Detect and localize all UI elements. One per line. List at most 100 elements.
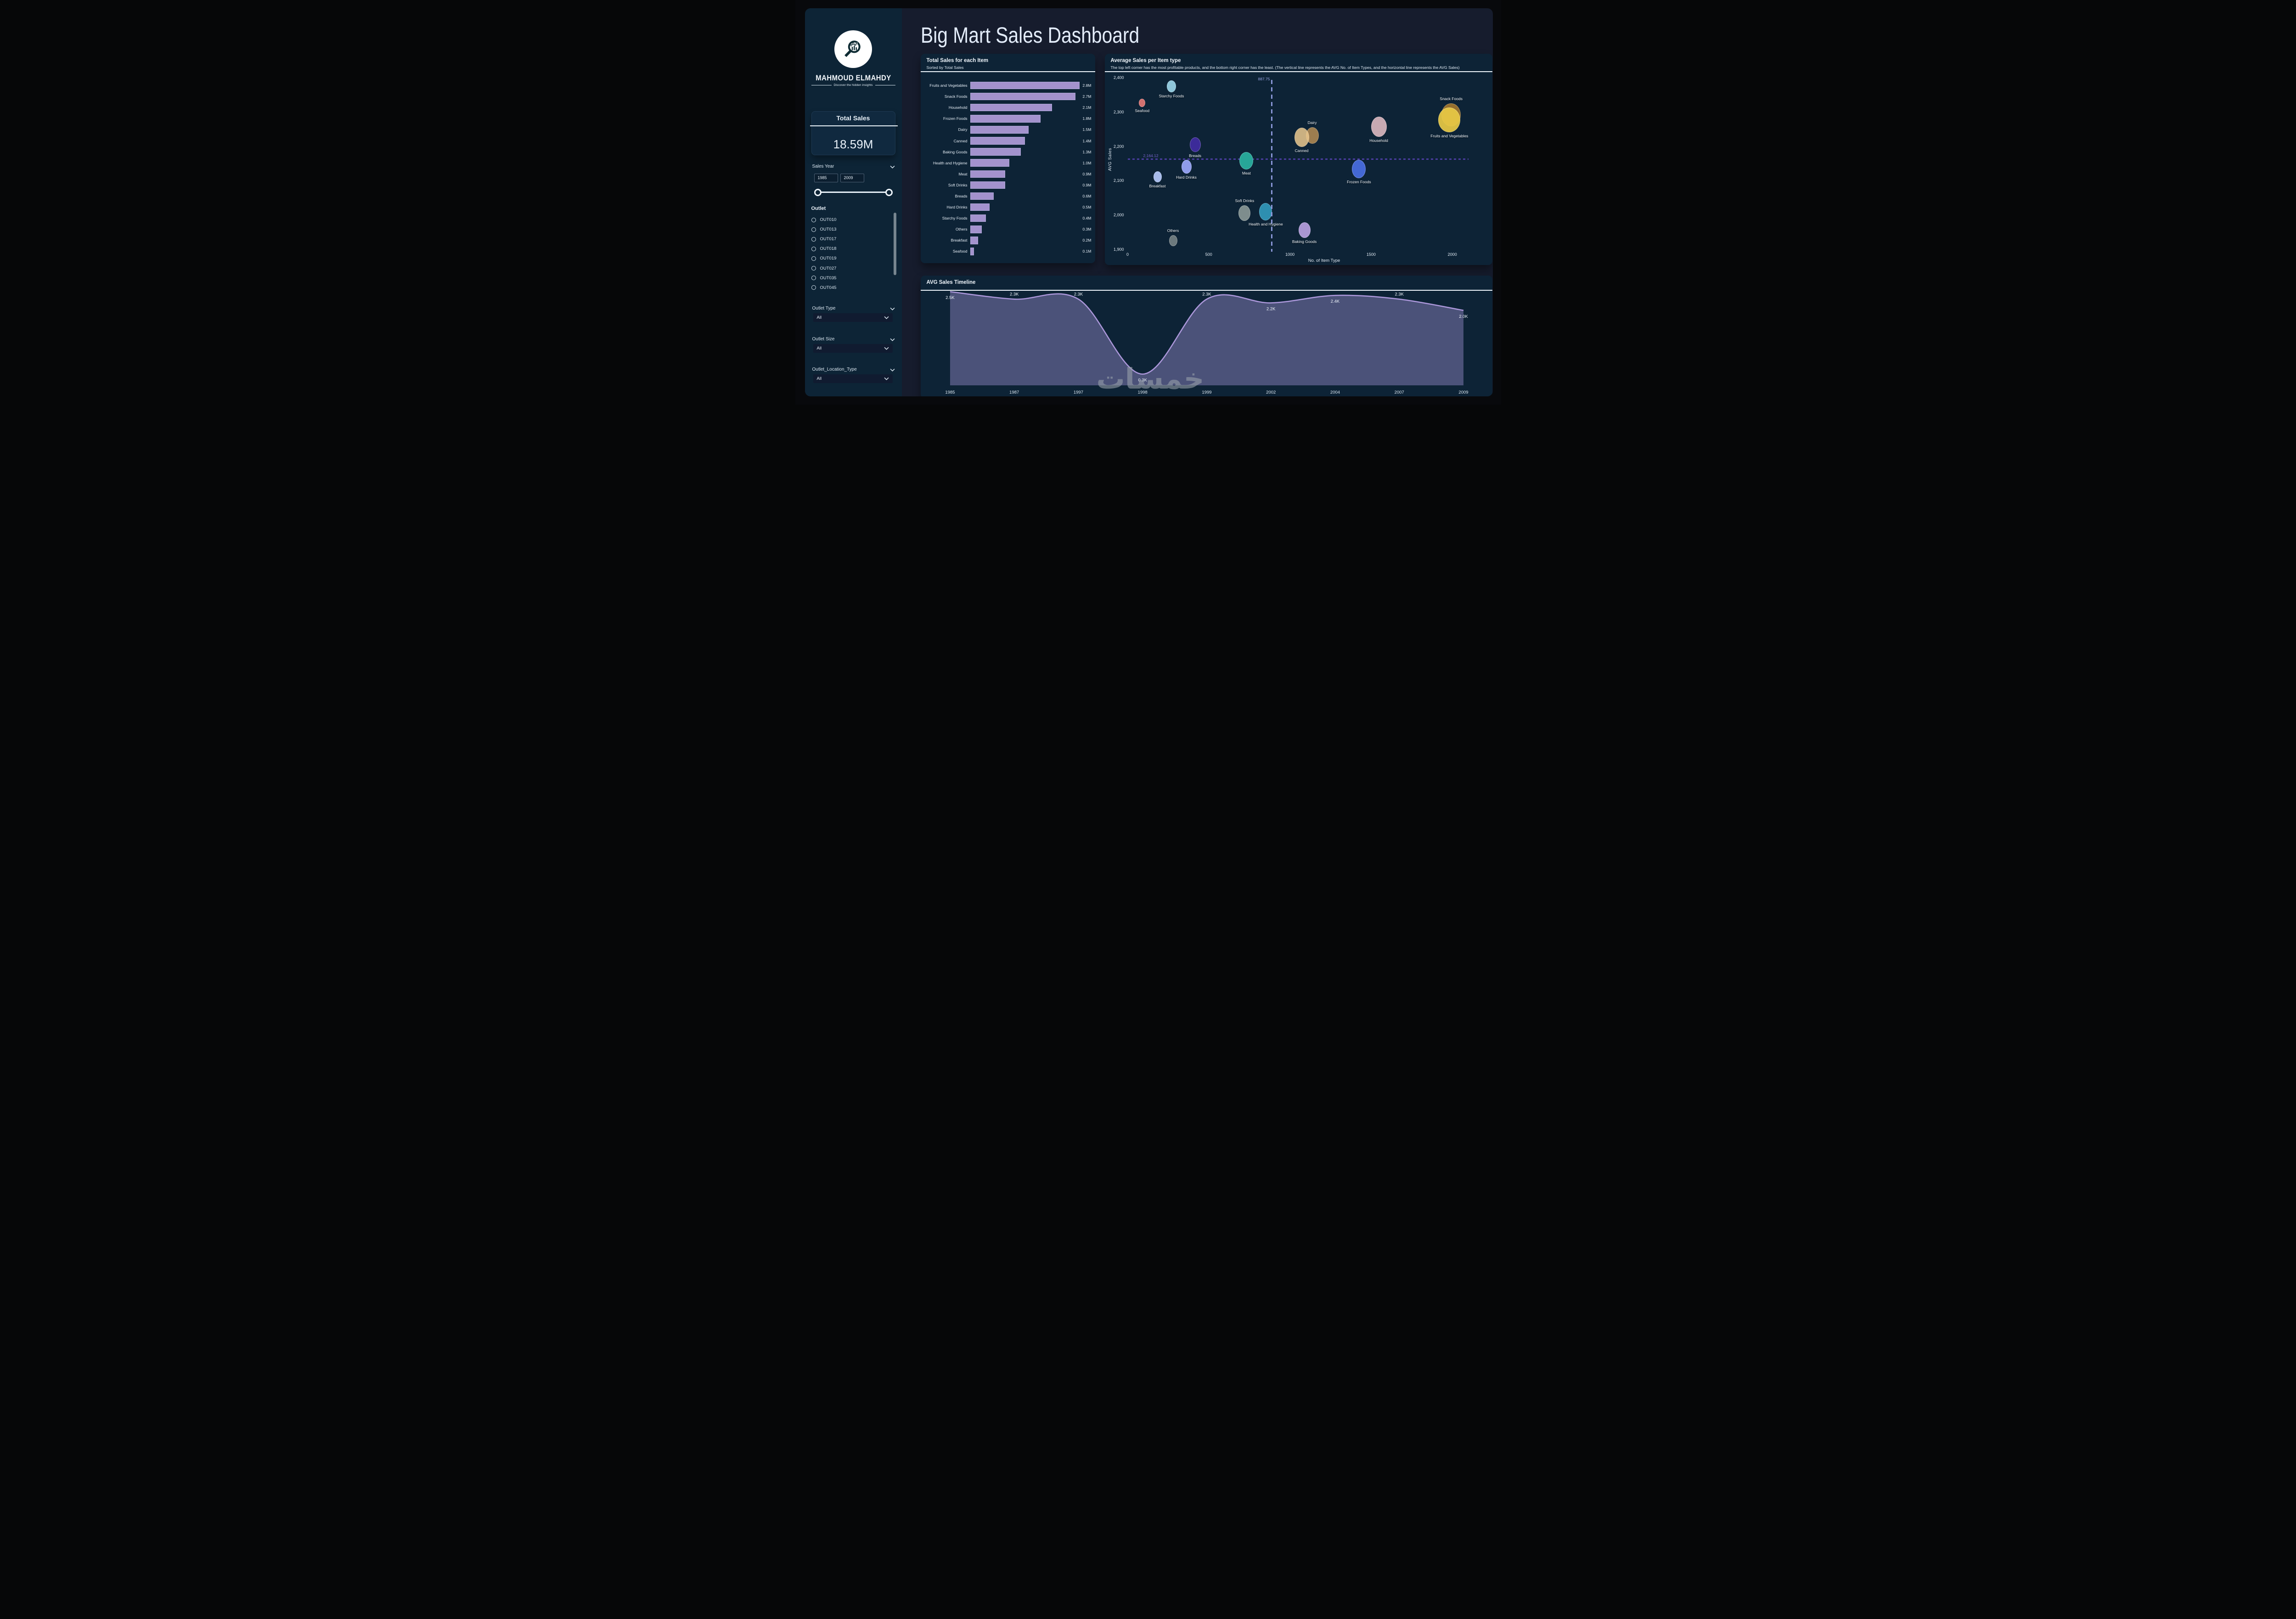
outlet-type-chevron-down-icon[interactable] — [890, 307, 895, 310]
bar-row: Household 2.1M — [925, 102, 1092, 113]
bar-value-label: 0.9M — [1082, 182, 1092, 187]
bubble-baking-goods[interactable] — [1298, 222, 1311, 238]
timeline-x-tick: 1999 — [1202, 390, 1211, 395]
sales-year-slider-handle-left[interactable] — [814, 188, 822, 196]
bar-row: Frozen Foods 1.8M — [925, 113, 1092, 124]
bar-soft-drinks[interactable] — [970, 181, 1005, 189]
bar-starchy-foods[interactable] — [970, 214, 986, 222]
bar-category-label: Others — [955, 227, 968, 232]
bubble-breads[interactable] — [1189, 137, 1201, 152]
outlet-option-out010[interactable]: OUT010 — [811, 217, 836, 222]
bar-value-label: 1.3M — [1082, 149, 1092, 154]
total-sales-card: Total Sales 18.59M — [810, 111, 898, 155]
outlet-option-label: OUT027 — [820, 265, 837, 271]
outlet-option-out035[interactable]: OUT035 — [811, 276, 836, 281]
sales-year-from-input[interactable]: 1985 — [814, 174, 838, 182]
bar-meat[interactable] — [970, 170, 1005, 178]
scatter-x-axis-title: No. of Item Type — [1308, 258, 1340, 263]
outlet-type-select[interactable]: All — [813, 313, 893, 322]
scatter-y-tick: 2,000 — [1113, 213, 1124, 218]
sales-year-to-input[interactable]: 2009 — [840, 174, 864, 182]
bubble-seafood[interactable] — [1139, 99, 1146, 107]
bubble-breakfast[interactable] — [1153, 171, 1162, 183]
bar-track — [970, 148, 1080, 156]
bar-value-label: 0.1M — [1082, 249, 1092, 254]
outlet-type-select-chevron-icon[interactable] — [884, 316, 889, 319]
outlet-size-chevron-down-icon[interactable] — [890, 338, 895, 341]
sales-year-slider-track[interactable] — [814, 188, 893, 196]
bar-household[interactable] — [970, 103, 1052, 112]
outlet-option-out027[interactable]: OUT027 — [811, 265, 837, 271]
bubble-label-household: Household — [1369, 138, 1388, 143]
radio-unchecked-icon[interactable] — [811, 237, 816, 242]
bar-value-label: 0.5M — [1082, 205, 1092, 210]
bubble-label-fruits-and-vegetables: Fruits and Vegetables — [1430, 134, 1469, 138]
timeline-line[interactable] — [950, 291, 1463, 375]
outlet-option-out018[interactable]: OUT018 — [811, 246, 836, 251]
outlet-option-out017[interactable]: OUT017 — [811, 237, 836, 242]
bar-value-label: 0.2M — [1082, 238, 1092, 243]
radio-unchecked-icon[interactable] — [811, 285, 816, 290]
bubble-hard-drinks[interactable] — [1181, 159, 1192, 174]
bubble-soft-drinks[interactable] — [1238, 205, 1251, 221]
timeline-area[interactable] — [950, 292, 1463, 385]
bar-breakfast[interactable] — [970, 237, 978, 244]
bubble-meat[interactable] — [1239, 152, 1254, 170]
bar-canned[interactable] — [970, 137, 1025, 145]
outlet-location-type-chevron-down-icon[interactable] — [890, 368, 895, 372]
outlet-list-scrollbar[interactable] — [893, 213, 896, 275]
bubble-fruits-and-vegetables[interactable] — [1438, 107, 1461, 132]
bubble-label-snack-foods: Snack Foods — [1440, 96, 1463, 101]
outlet-option-out013[interactable]: OUT013 — [811, 227, 836, 232]
outlet-size-select[interactable]: All — [813, 344, 893, 353]
scatter-y-tick: 2,300 — [1113, 109, 1124, 114]
scatter-x-tick: 2000 — [1447, 252, 1457, 257]
bar-seafood[interactable] — [970, 248, 974, 255]
avg-sales-reference-line — [1127, 158, 1469, 160]
bubble-household[interactable] — [1371, 116, 1387, 137]
radio-unchecked-icon[interactable] — [811, 246, 816, 251]
bar-baking-goods[interactable] — [970, 148, 1021, 156]
bar-row: Hard Drinks 0.5M — [925, 202, 1092, 213]
radio-unchecked-icon[interactable] — [811, 217, 816, 222]
avg-sales-line-label: 2,164.12 — [1143, 153, 1159, 158]
bar-health-and-hygiene[interactable] — [970, 159, 1009, 167]
bar-fruits-and-vegetables[interactable] — [970, 81, 1080, 90]
bar-frozen-foods[interactable] — [970, 115, 1041, 123]
timeline-panel: AVG Sales Timeline 2.5K 2.3K 2.3K 0.3K 2.3K 2… — [920, 276, 1492, 396]
radio-unchecked-icon[interactable] — [811, 227, 816, 232]
bubble-health-and-hygiene[interactable] — [1259, 203, 1272, 220]
bar-row: Seafood 0.1M — [925, 246, 1092, 257]
bar-snack-foods[interactable] — [970, 92, 1075, 101]
brand-tagline: Discover the hidden insights — [811, 84, 895, 87]
bar-row: Snack Foods 2.7M — [925, 91, 1092, 102]
outlet-location-type-select[interactable]: All — [813, 374, 893, 383]
radio-unchecked-icon[interactable] — [811, 276, 816, 281]
sales-year-chevron-down-icon[interactable] — [890, 165, 895, 169]
bubble-frozen-foods[interactable] — [1352, 159, 1366, 178]
sales-year-slider-handle-right[interactable] — [885, 188, 893, 196]
sidebar: MAHMOUD ELMAHDY Discover the hidden insi… — [805, 8, 902, 396]
bar-dairy[interactable] — [970, 126, 1029, 134]
bar-value-label: 1.5M — [1082, 127, 1092, 132]
timeline-value-label: 2.3K — [1074, 292, 1083, 297]
bar-hard-drinks[interactable] — [970, 203, 990, 211]
bubble-canned[interactable] — [1294, 128, 1309, 147]
bubble-others[interactable] — [1169, 235, 1177, 247]
bar-track — [970, 126, 1080, 134]
bar-others[interactable] — [970, 226, 982, 233]
timeline-value-label: 2.0K — [1459, 314, 1468, 319]
outlet-option-out019[interactable]: OUT019 — [811, 256, 836, 261]
bubble-starchy-foods[interactable] — [1166, 80, 1176, 92]
radio-unchecked-icon[interactable] — [811, 266, 816, 271]
outlet-location-type-select-chevron-icon[interactable] — [884, 377, 889, 380]
avg-item-count-reference-line — [1271, 80, 1272, 252]
bubble-label-soft-drinks: Soft Drinks — [1235, 198, 1255, 203]
total-sales-title: Total Sales — [836, 114, 870, 122]
outlet-option-out045[interactable]: OUT045 — [811, 285, 836, 290]
bar-value-label: 0.6M — [1082, 193, 1092, 198]
bar-breads[interactable] — [970, 192, 994, 200]
outlet-size-select-chevron-icon[interactable] — [884, 347, 889, 350]
radio-unchecked-icon[interactable] — [811, 256, 816, 261]
total-sales-value: 18.59M — [833, 137, 873, 151]
